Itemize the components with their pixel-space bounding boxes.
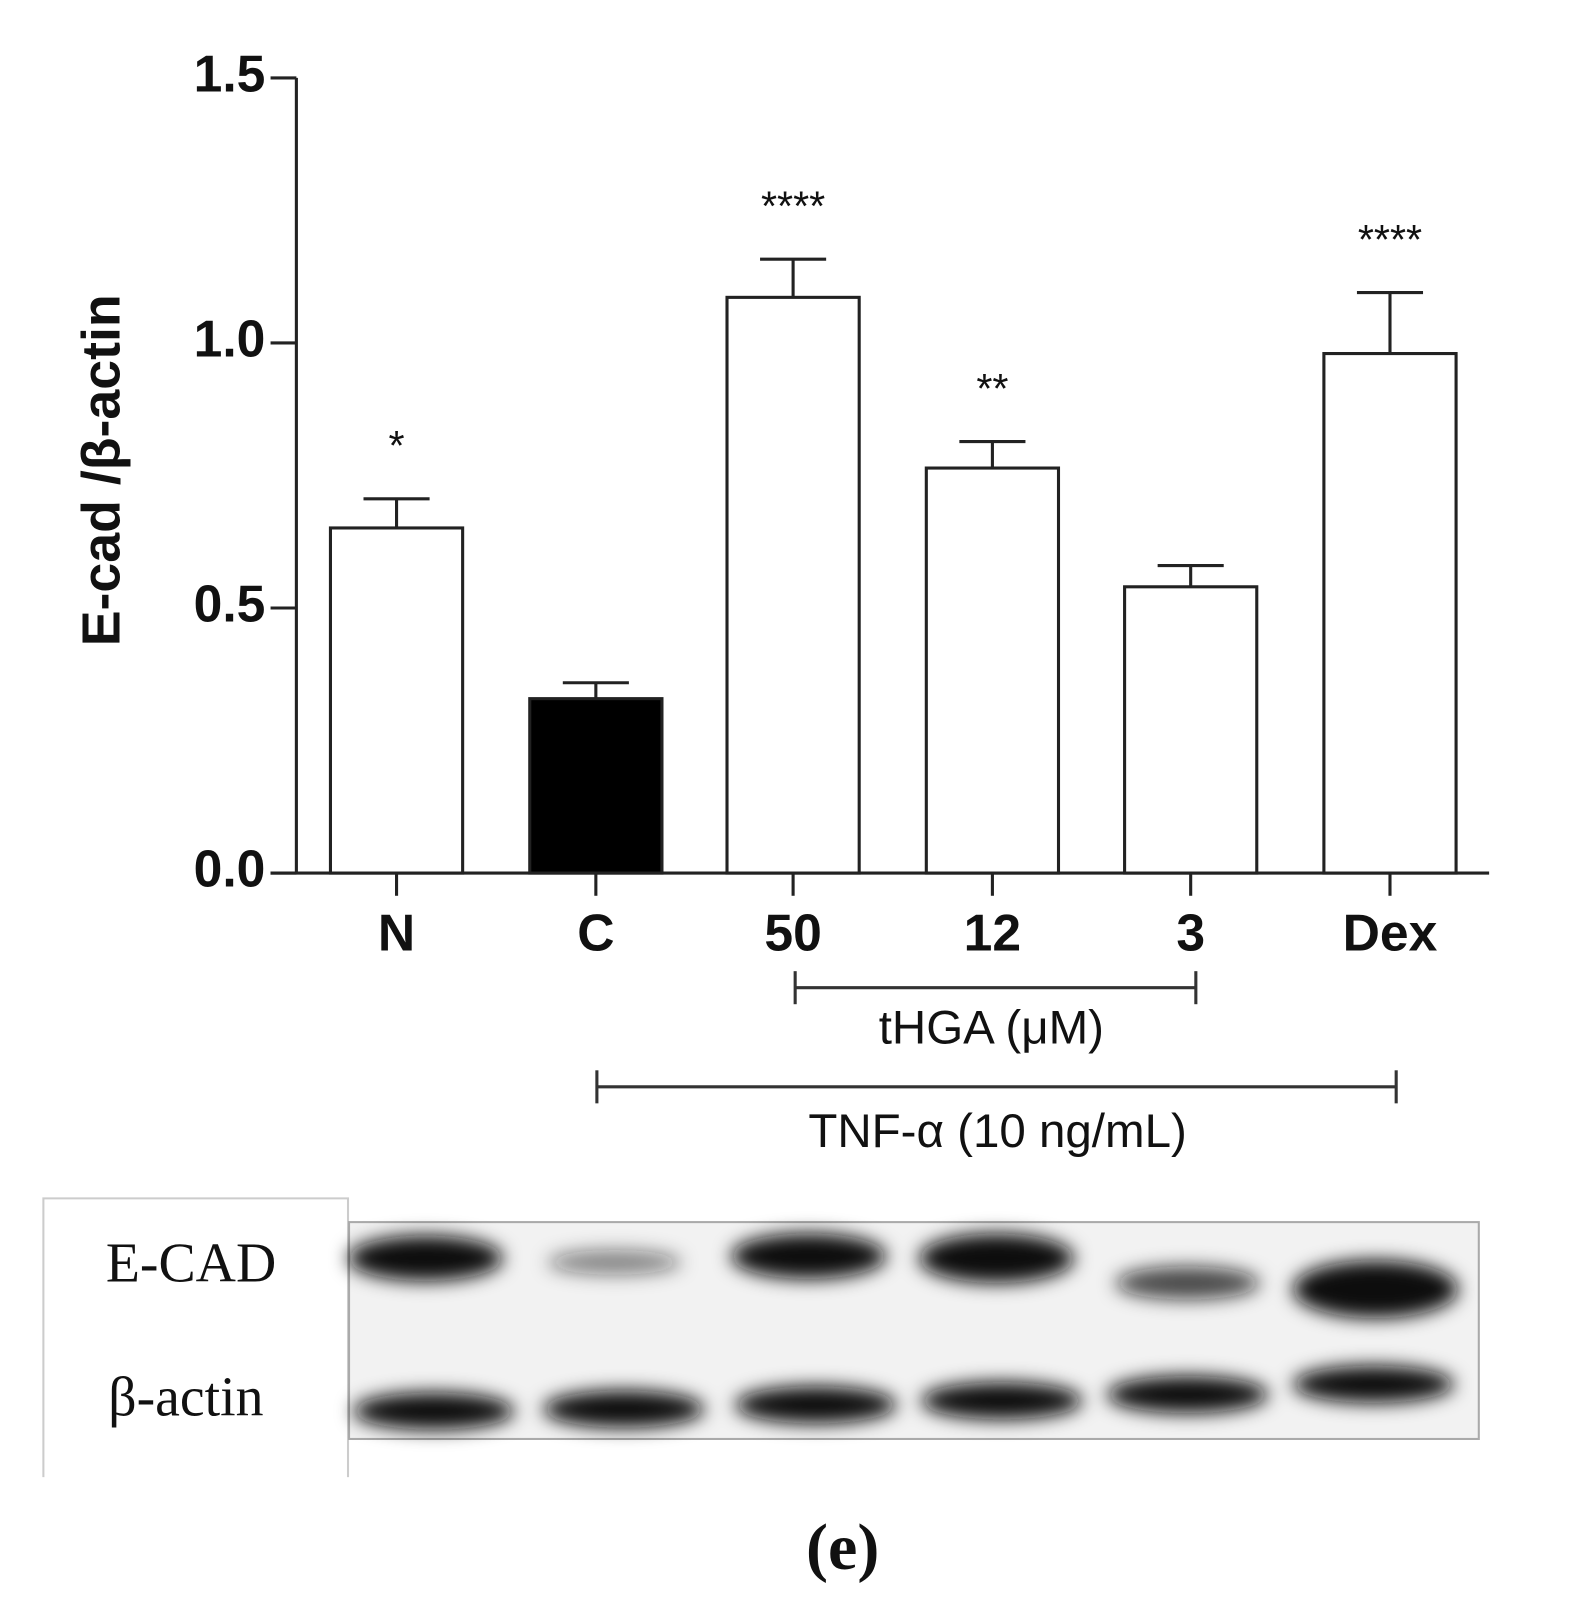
x-tick-label: 50 [764, 904, 821, 962]
panel-label: (e) [806, 1511, 879, 1584]
x-tick-label: N [378, 904, 415, 962]
x-tick-label: Dex [1343, 904, 1438, 962]
significance: **** [761, 184, 825, 230]
significance: **** [1358, 217, 1422, 263]
y-tick-label: 1.0 [194, 310, 266, 368]
bar [725, 295, 861, 875]
bar [1123, 585, 1259, 875]
y-tick-label: 0.5 [194, 575, 266, 633]
significance: ** [976, 366, 1008, 412]
blot-row-label: β-actin [108, 1367, 263, 1429]
y-axis-label: E-cad /β-actin [72, 294, 132, 646]
y-tick-label: 1.5 [194, 45, 266, 103]
bar [528, 697, 664, 875]
bar [1322, 352, 1458, 875]
bar [924, 466, 1061, 875]
bar [328, 526, 465, 875]
group-label: TNF-α (10 ng/mL) [808, 1105, 1187, 1158]
x-tick-label: C [577, 904, 614, 962]
blot-row-label: E-CAD [106, 1232, 276, 1294]
x-tick-label: 12 [964, 904, 1021, 962]
group-label: tHGA (μM) [879, 1002, 1104, 1055]
western-blot [42, 1197, 1480, 1478]
brackets [595, 971, 1398, 1104]
significance: * [389, 423, 405, 469]
y-tick-label: 0.0 [194, 840, 266, 898]
x-tick-label: 3 [1176, 904, 1205, 962]
